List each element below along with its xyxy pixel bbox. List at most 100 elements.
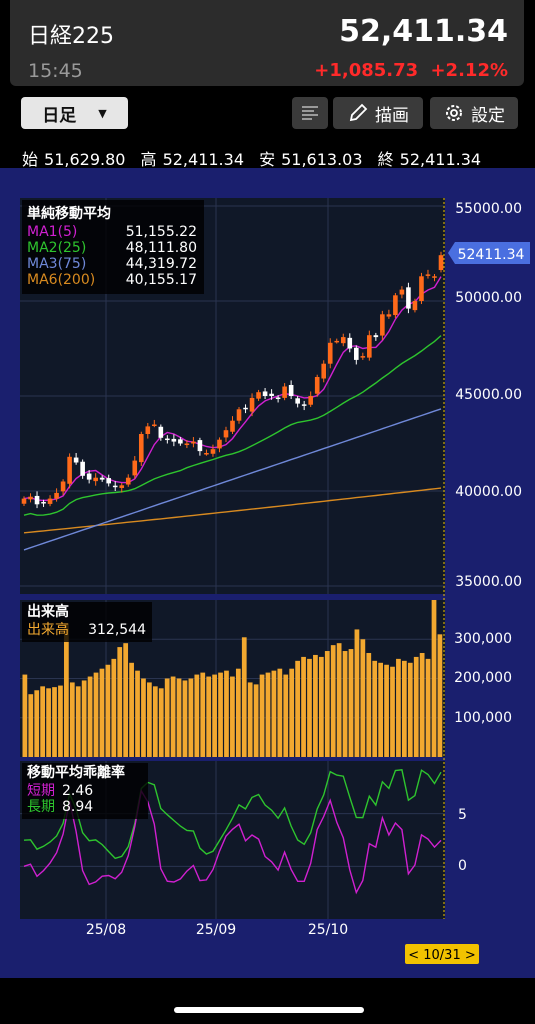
high-label: 高 (140, 150, 157, 169)
volume-bar (75, 686, 81, 757)
volume-bar (93, 672, 99, 757)
candle-body (191, 441, 196, 444)
volume-bar (206, 676, 212, 757)
volume-bar (324, 651, 330, 757)
indicator-list-button[interactable] (292, 97, 328, 129)
volume-bar (307, 658, 312, 757)
candle-body (373, 335, 379, 338)
price-tick: 50000.00 (455, 290, 522, 306)
volume-bar (69, 682, 75, 757)
volume-bar (81, 680, 87, 757)
change-percent: +2.12% (430, 60, 508, 81)
candle-body (243, 407, 248, 410)
volume-bar (283, 674, 289, 757)
volume-bar (212, 674, 217, 757)
volume-bar (64, 623, 69, 757)
ma6-label: MA6(200) (27, 272, 95, 288)
volume-bar (253, 684, 259, 757)
candle-body (223, 430, 229, 438)
period-select[interactable]: 日足 ▼ (21, 97, 128, 129)
candle-body (393, 295, 398, 316)
candle-body (86, 473, 92, 480)
volume-bar (105, 664, 111, 757)
home-indicator[interactable] (174, 1007, 364, 1013)
ma3-line (23, 408, 442, 551)
volume-bar (224, 670, 229, 757)
candle-body (314, 377, 320, 394)
bottom-bar (0, 978, 535, 1024)
volume-bar (413, 656, 419, 757)
volume-bar (176, 678, 182, 757)
volume-bar (295, 660, 300, 757)
candle-body (138, 434, 144, 463)
volume-bar (384, 664, 389, 757)
candle-body (204, 453, 209, 455)
volume-bar (141, 678, 146, 757)
candle-body (295, 398, 300, 404)
candle-body (249, 397, 255, 412)
chart-canvas[interactable]: 単純移動平均 MA1(5) 51,155.22 MA2(25) 48,111.8… (0, 168, 535, 978)
high-value: 52,411.34 (162, 150, 244, 169)
candle-body (340, 337, 346, 344)
volume-bar (46, 688, 51, 757)
volume-bar (301, 656, 306, 757)
volume-tick: 200,000 (454, 670, 512, 686)
candle-body (80, 461, 85, 476)
candle-body (41, 502, 46, 504)
volume-series-label: 出来高 (27, 621, 69, 638)
date-cursor-label: < 10/31 > (408, 948, 476, 963)
volume-bar (188, 678, 194, 757)
x-axis: 25/08 25/09 25/10 (86, 922, 348, 938)
candle-body (165, 438, 170, 441)
settings-button[interactable]: 設定 (430, 97, 518, 129)
candle-body (99, 477, 105, 480)
ma2-label: MA2(25) (27, 240, 86, 256)
volume-bar (259, 674, 265, 757)
price-change: +1,085.73 +2.12% (314, 60, 508, 81)
volume-bar (117, 647, 123, 757)
ma-legend-title: 単純移動平均 (27, 205, 111, 222)
caret-down-icon: ▼ (98, 106, 107, 120)
candle-body (419, 276, 424, 301)
volume-bar (200, 672, 206, 757)
candle-body (301, 404, 307, 406)
candle-body (67, 456, 72, 484)
volume-bar (330, 645, 336, 757)
x-tick: 25/08 (86, 922, 126, 938)
x-tick: 25/09 (196, 922, 236, 938)
candle-body (197, 440, 203, 452)
volume-bar (129, 662, 134, 757)
pencil-icon (349, 103, 368, 122)
ma2-value: 48,111.80 (126, 240, 197, 256)
volume-bar (372, 660, 378, 757)
volume-title: 出来高 (27, 603, 69, 620)
volume-bar (218, 672, 223, 757)
deviation-title: 移動平均乖離率 (27, 764, 125, 781)
ma2-line (23, 335, 442, 516)
price-tick: 35000.00 (455, 574, 522, 590)
candle-body (256, 392, 261, 399)
candle-body (327, 342, 333, 364)
quote-time: 15:45 (28, 60, 83, 82)
candle-body (275, 397, 281, 400)
volume-bar (152, 686, 158, 757)
candle-body (21, 498, 27, 504)
volume-bar (40, 686, 46, 757)
deviation-tick: 0 (458, 858, 467, 874)
volume-bar (247, 682, 253, 757)
candle-body (399, 289, 405, 295)
candle-body (73, 457, 79, 463)
draw-button[interactable]: 描画 (333, 97, 423, 129)
close-label: 終 (377, 150, 394, 169)
volume-bar (277, 668, 283, 757)
volume-bar (366, 652, 372, 757)
candle-body (236, 409, 242, 421)
chart-area[interactable]: 単純移動平均 MA1(5) 51,155.22 MA2(25) 48,111.8… (0, 168, 535, 978)
volume-bar (170, 676, 176, 757)
candle-body (132, 460, 138, 476)
volume-bar (158, 688, 164, 757)
open-value: 51,629.80 (44, 150, 126, 169)
date-cursor-badge[interactable]: < 10/31 > (405, 944, 479, 964)
candle-body (367, 335, 372, 358)
gear-icon (446, 105, 462, 121)
